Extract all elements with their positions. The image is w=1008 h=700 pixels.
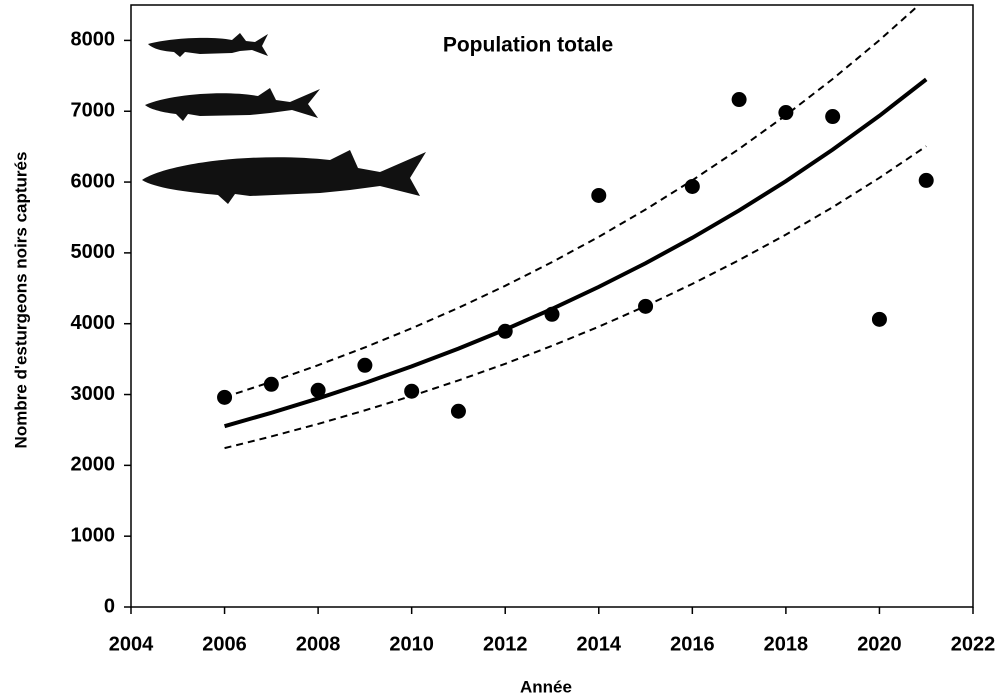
x-tick-label: 2022 xyxy=(951,633,996,655)
x-axis-title: Année xyxy=(520,677,572,696)
data-point xyxy=(404,383,420,399)
x-tick-label: 2020 xyxy=(857,633,902,655)
data-point xyxy=(450,403,466,419)
data-point xyxy=(778,105,794,121)
y-tick-label: 6000 xyxy=(71,170,116,192)
data-point xyxy=(217,389,233,405)
x-tick-label: 2004 xyxy=(109,633,154,655)
y-axis-title: Nombre d'esturgeons noirs capturés xyxy=(11,152,30,449)
y-tick-label: 1000 xyxy=(71,524,116,546)
data-point xyxy=(310,382,326,398)
data-point xyxy=(684,178,700,194)
data-point xyxy=(263,376,279,392)
x-tick-label: 2012 xyxy=(483,633,528,655)
plot-frame xyxy=(130,4,974,608)
y-tick-label: 2000 xyxy=(71,454,116,476)
data-point xyxy=(871,311,887,327)
y-tick-label: 8000 xyxy=(71,29,116,51)
x-tick-label: 2006 xyxy=(202,633,247,655)
data-point xyxy=(638,298,654,314)
annotation: Population totale xyxy=(443,34,613,57)
y-tick-label: 3000 xyxy=(71,383,116,405)
data-point xyxy=(918,172,934,188)
confidence-line xyxy=(224,145,927,450)
x-tick-label: 2014 xyxy=(577,633,622,655)
confidence-line xyxy=(224,5,921,399)
data-point xyxy=(497,323,513,339)
data-point xyxy=(825,109,841,125)
data-point xyxy=(544,306,560,322)
fit-line xyxy=(224,77,928,429)
x-tick-label: 2008 xyxy=(296,633,341,655)
x-tick-label: 2018 xyxy=(764,633,809,655)
data-point xyxy=(591,187,607,203)
data-point xyxy=(357,357,373,373)
y-tick-label: 0 xyxy=(104,595,115,617)
y-tick-label: 5000 xyxy=(71,241,116,263)
y-tick-label: 7000 xyxy=(71,100,116,122)
fish-icons xyxy=(142,33,426,204)
y-tick-label: 4000 xyxy=(71,312,116,334)
x-tick-label: 2016 xyxy=(670,633,715,655)
plot-area xyxy=(217,5,934,450)
x-tick-label: 2010 xyxy=(389,633,434,655)
data-point xyxy=(731,92,747,108)
